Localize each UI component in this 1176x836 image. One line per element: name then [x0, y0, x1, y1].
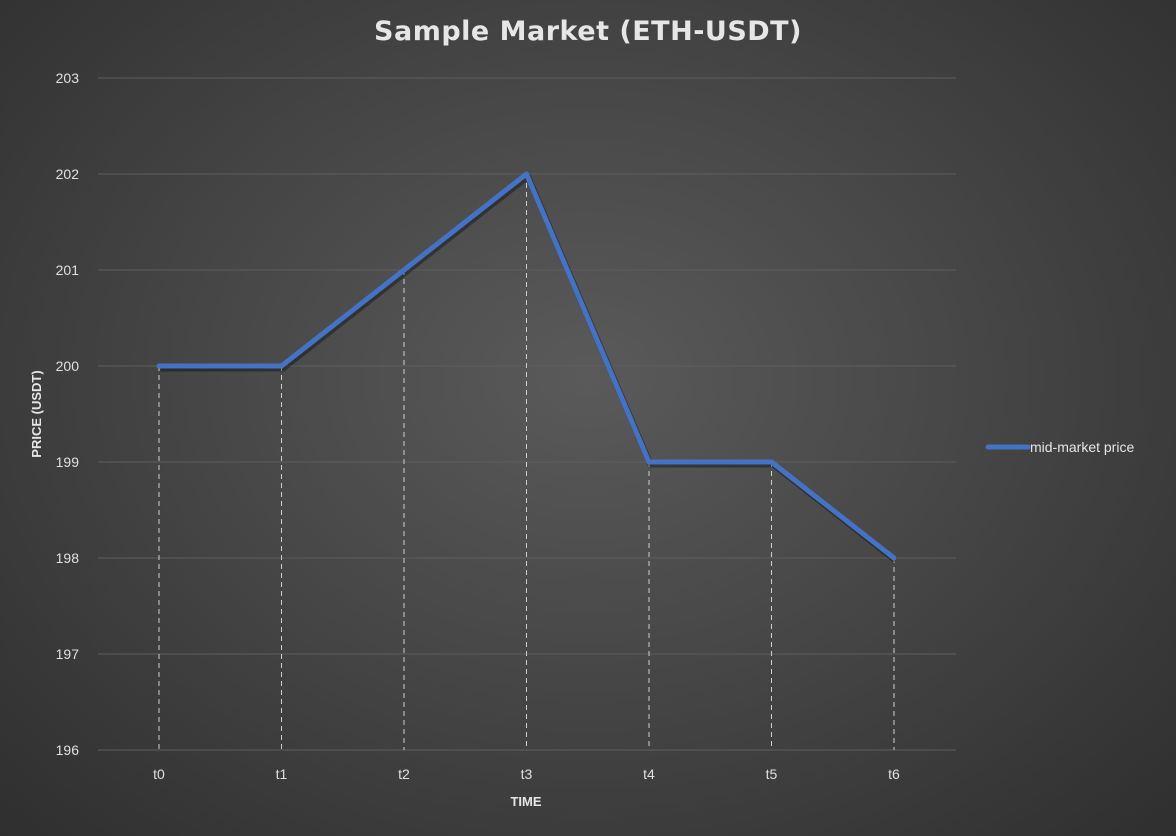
- y-axis-title: PRICE (USDT): [29, 370, 44, 457]
- data-point-t0: [156, 363, 162, 369]
- drop-lines: [158, 174, 895, 750]
- data-point-t2: [401, 267, 407, 273]
- x-tick-label: t1: [276, 766, 288, 782]
- y-tick-label: 200: [56, 358, 80, 374]
- x-tick-labels: t0 t1 t2 t3 t4 t5 t6: [153, 766, 900, 782]
- y-tick-label: 196: [56, 742, 80, 758]
- legend: mid-market price: [985, 439, 1134, 455]
- chart-title: Sample Market (ETH-USDT): [374, 16, 802, 47]
- x-tick-label: t3: [521, 766, 533, 782]
- legend-label-mid-market-price: mid-market price: [1030, 439, 1134, 455]
- x-axis-title: TIME: [510, 794, 541, 809]
- data-point-t3: [524, 171, 529, 177]
- y-tick-label: 202: [56, 166, 80, 182]
- y-tick-label: 197: [56, 646, 80, 662]
- data-point-t5: [769, 459, 774, 465]
- series-layer: [156, 171, 898, 563]
- y-tick-label: 199: [56, 454, 80, 470]
- data-point-t1: [279, 363, 284, 369]
- x-tick-label: t4: [643, 766, 655, 782]
- y-tick-label: 203: [56, 70, 80, 86]
- x-tick-label: t0: [153, 766, 165, 782]
- x-tick-label: t5: [766, 766, 778, 782]
- x-tick-label: t2: [398, 766, 410, 782]
- x-tick-label: t6: [888, 766, 900, 782]
- y-tick-label: 201: [56, 262, 80, 278]
- y-tick-label: 198: [56, 550, 80, 566]
- y-tick-labels: 196 197 198 199 200 201 202 203: [56, 70, 80, 758]
- data-point-t6: [891, 555, 897, 561]
- data-point-t4: [646, 459, 652, 465]
